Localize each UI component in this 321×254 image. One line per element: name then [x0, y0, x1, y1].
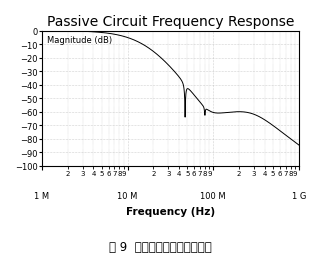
Text: 10 M: 10 M: [117, 191, 138, 200]
Text: 图 9  基带低通滤波器频率响应: 图 9 基带低通滤波器频率响应: [109, 240, 212, 253]
Text: 1 G: 1 G: [291, 191, 306, 200]
Title: Passive Circuit Frequency Response: Passive Circuit Frequency Response: [47, 15, 294, 29]
X-axis label: Frequency (Hz): Frequency (Hz): [126, 206, 215, 216]
Text: Magnitude (dB): Magnitude (dB): [47, 36, 112, 44]
Text: 100 M: 100 M: [200, 191, 226, 200]
Text: 1 M: 1 M: [34, 191, 49, 200]
